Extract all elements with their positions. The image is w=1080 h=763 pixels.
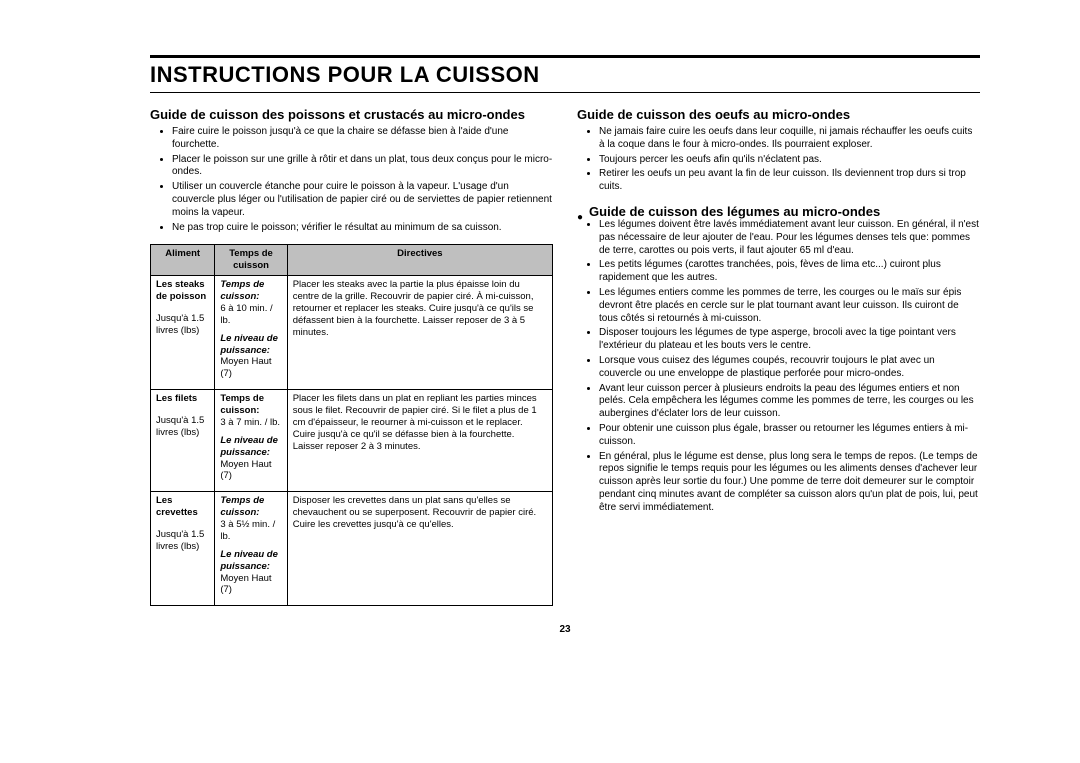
food-name: Les crevettes bbox=[156, 495, 209, 519]
veg-guideline: Les légumes doivent être lavés immédiate… bbox=[599, 219, 980, 257]
bullet-dot-icon: ● bbox=[577, 213, 583, 223]
time-cell: Temps de cuisson: 3 à 5½ min. / lb. Le n… bbox=[215, 492, 287, 606]
eggs-guideline: Ne jamais faire cuire les oeufs dans leu… bbox=[599, 126, 980, 152]
food-qty: Jusqu'à 1.5 livres (lbs) bbox=[156, 313, 209, 337]
veg-guideline: Disposer toujours les légumes de type as… bbox=[599, 327, 980, 353]
time-label: Temps de cuisson: bbox=[220, 279, 264, 302]
eggs-guidelines-list: Ne jamais faire cuire les oeufs dans leu… bbox=[577, 126, 980, 194]
food-name: Les filets bbox=[156, 393, 209, 405]
table-row: Les steaks de poisson Jusqu'à 1.5 livres… bbox=[151, 276, 553, 390]
food-cell: Les filets Jusqu'à 1.5 livres (lbs) bbox=[151, 390, 215, 492]
veg-guideline: Avant leur cuisson percer à plusieurs en… bbox=[599, 383, 980, 421]
eggs-guideline: Retirer les oeufs un peu avant la fin de… bbox=[599, 168, 980, 194]
veg-heading: Guide de cuisson des légumes au micro-on… bbox=[589, 204, 880, 219]
veg-guideline: Les légumes entiers comme les pommes de … bbox=[599, 287, 980, 325]
title-underline bbox=[150, 92, 980, 93]
food-qty: Jusqu'à 1.5 livres (lbs) bbox=[156, 529, 209, 553]
page-title: INSTRUCTIONS POUR LA CUISSON bbox=[150, 62, 980, 88]
food-cell: Les crevettes Jusqu'à 1.5 livres (lbs) bbox=[151, 492, 215, 606]
table-header-row: Aliment Temps de cuisson Directives bbox=[151, 245, 553, 276]
veg-guideline: Les petits légumes (carottes tranchées, … bbox=[599, 259, 980, 285]
veg-guideline: Pour obtenir une cuisson plus égale, bra… bbox=[599, 423, 980, 449]
veg-heading-row: ● Guide de cuisson des légumes au micro-… bbox=[577, 204, 980, 219]
food-cell: Les steaks de poisson Jusqu'à 1.5 livres… bbox=[151, 276, 215, 390]
veg-guideline: Lorsque vous cuisez des légumes coupés, … bbox=[599, 355, 980, 381]
power-value: Moyen Haut (7) bbox=[220, 573, 271, 596]
page-number: 23 bbox=[150, 624, 980, 635]
power-value: Moyen Haut (7) bbox=[220, 356, 271, 379]
power-label: Le niveau de puissance: bbox=[220, 333, 278, 356]
fish-guidelines-list: Faire cuire le poisson jusqu'à ce que la… bbox=[150, 126, 553, 234]
power-value: Moyen Haut (7) bbox=[220, 459, 271, 482]
power-label: Le niveau de puissance: bbox=[220, 549, 278, 572]
time-value: 3 à 7 min. / lb. bbox=[220, 417, 280, 428]
time-label: Temps de cuisson: bbox=[220, 393, 264, 416]
food-name: Les steaks de poisson bbox=[156, 279, 209, 303]
left-column: Guide de cuisson des poissons et crustac… bbox=[150, 107, 553, 606]
two-column-layout: Guide de cuisson des poissons et crustac… bbox=[150, 107, 980, 606]
left-heading: Guide de cuisson des poissons et crustac… bbox=[150, 107, 553, 122]
food-qty: Jusqu'à 1.5 livres (lbs) bbox=[156, 415, 209, 439]
time-value: 3 à 5½ min. / lb. bbox=[220, 519, 275, 542]
fish-guideline: Faire cuire le poisson jusqu'à ce que la… bbox=[172, 126, 553, 152]
time-cell: Temps de cuisson: 6 à 10 min. / lb. Le n… bbox=[215, 276, 287, 390]
fish-guideline: Ne pas trop cuire le poisson; vérifier l… bbox=[172, 222, 553, 235]
directives-cell: Placer les steaks avec la partie la plus… bbox=[287, 276, 552, 390]
right-column: Guide de cuisson des oeufs au micro-onde… bbox=[577, 107, 980, 606]
time-value: 6 à 10 min. / lb. bbox=[220, 303, 272, 326]
eggs-heading: Guide de cuisson des oeufs au micro-onde… bbox=[577, 107, 980, 122]
veg-guideline: En général, plus le légume est dense, pl… bbox=[599, 451, 980, 515]
veg-guidelines-list: Les légumes doivent être lavés immédiate… bbox=[577, 219, 980, 515]
eggs-guideline: Toujours percer les oeufs afin qu'ils n'… bbox=[599, 154, 980, 167]
table-row: Les filets Jusqu'à 1.5 livres (lbs) Temp… bbox=[151, 390, 553, 492]
directives-cell: Disposer les crevettes dans un plat sans… bbox=[287, 492, 552, 606]
fish-guideline: Utiliser un couvercle étanche pour cuire… bbox=[172, 181, 553, 219]
fish-guideline: Placer le poisson sur une grille à rôtir… bbox=[172, 154, 553, 180]
table-row: Les crevettes Jusqu'à 1.5 livres (lbs) T… bbox=[151, 492, 553, 606]
top-rule bbox=[150, 55, 980, 58]
power-label: Le niveau de puissance: bbox=[220, 435, 278, 458]
col-header-time: Temps de cuisson bbox=[215, 245, 287, 276]
page: INSTRUCTIONS POUR LA CUISSON Guide de cu… bbox=[0, 0, 1080, 655]
cooking-table: Aliment Temps de cuisson Directives Les … bbox=[150, 244, 553, 606]
col-header-food: Aliment bbox=[151, 245, 215, 276]
time-cell: Temps de cuisson: 3 à 7 min. / lb. Le ni… bbox=[215, 390, 287, 492]
time-label: Temps de cuisson: bbox=[220, 495, 264, 518]
directives-cell: Placer les filets dans un plat en replia… bbox=[287, 390, 552, 492]
col-header-directives: Directives bbox=[287, 245, 552, 276]
